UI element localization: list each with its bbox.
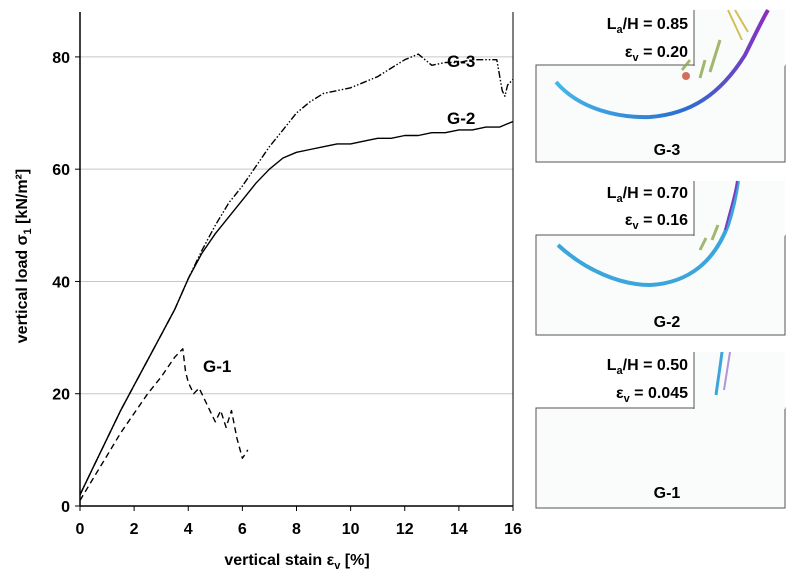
series-line-g-1 — [79, 348, 249, 501]
y-tick-label-20: 20 — [52, 387, 70, 404]
series-line-g-2 — [79, 120, 514, 496]
x-tick-label-6: 6 — [238, 521, 247, 538]
curve-label-g2: G-2 — [447, 109, 475, 128]
shear-band-g2 — [698, 224, 720, 251]
gridlines — [80, 56, 513, 395]
panel-g3-label: G-3 — [654, 142, 681, 159]
panel-g1: La/H = 0.50 εv = 0.045 G-1 — [535, 351, 786, 509]
plot-frame — [79, 12, 514, 507]
panel-g2-strain: εv = 0.16 — [625, 212, 688, 232]
y-tick-label-0: 0 — [61, 499, 70, 516]
curve-label-g1: G-1 — [203, 357, 231, 376]
panel-g3: La/H = 0.85 εv = 0.20 G-3 — [535, 8, 786, 163]
panel-g1-ratio: La/H = 0.50 — [607, 357, 688, 377]
panel-g3-frame — [535, 64, 786, 163]
x-tick-label-16: 16 — [504, 521, 522, 538]
y-tick-label-60: 60 — [52, 162, 70, 179]
panel-g1-upper-frame — [694, 352, 785, 409]
slip-surface-g1 — [714, 351, 724, 396]
series-line-g-3 — [79, 53, 514, 496]
panel-g3-strain: εv = 0.20 — [625, 44, 688, 64]
series-layer — [79, 53, 514, 501]
x-tick-label-10: 10 — [342, 521, 360, 538]
panel-g1-label: G-1 — [654, 485, 681, 502]
panel-g2-upper-frame — [694, 181, 785, 236]
panel-g2-label: G-2 — [654, 314, 681, 331]
shear-band-g3 — [680, 39, 722, 79]
x-tick-label-4: 4 — [184, 521, 193, 538]
y-tick-label-80: 80 — [52, 50, 70, 67]
x-tick-labels: 0 2 4 6 8 10 12 14 16 — [76, 506, 522, 538]
panel-g1-frame — [535, 407, 786, 509]
x-tick-label-2: 2 — [130, 521, 139, 538]
panel-g1-strain: εv = 0.045 — [616, 385, 688, 405]
x-tick-label-0: 0 — [76, 521, 85, 538]
y-axis-title: vertical load σ1 [kN/m²] — [14, 169, 34, 343]
y-tick-label-40: 40 — [52, 274, 70, 291]
x-axis-title: vertical stain εv [%] — [224, 552, 369, 572]
slip-surface-g2 — [556, 180, 740, 288]
panel-g2: La/H = 0.70 εv = 0.16 G-2 — [535, 180, 786, 336]
x-tick-label-14: 14 — [450, 521, 468, 538]
x-tick-label-12: 12 — [396, 521, 414, 538]
y-tick-labels: 0 20 40 60 80 — [52, 50, 80, 516]
x-tick-label-8: 8 — [292, 521, 301, 538]
chart: 0 2 4 6 8 10 12 14 16 0 20 40 60 80 G-3 G-2 G-1 vert… — [14, 12, 522, 572]
panel-g2-ratio: La/H = 0.70 — [607, 185, 688, 205]
panel-g3-ratio: La/H = 0.85 — [607, 16, 688, 36]
slip-surface-g3 — [554, 8, 770, 120]
curve-label-g3: G-3 — [447, 52, 475, 71]
